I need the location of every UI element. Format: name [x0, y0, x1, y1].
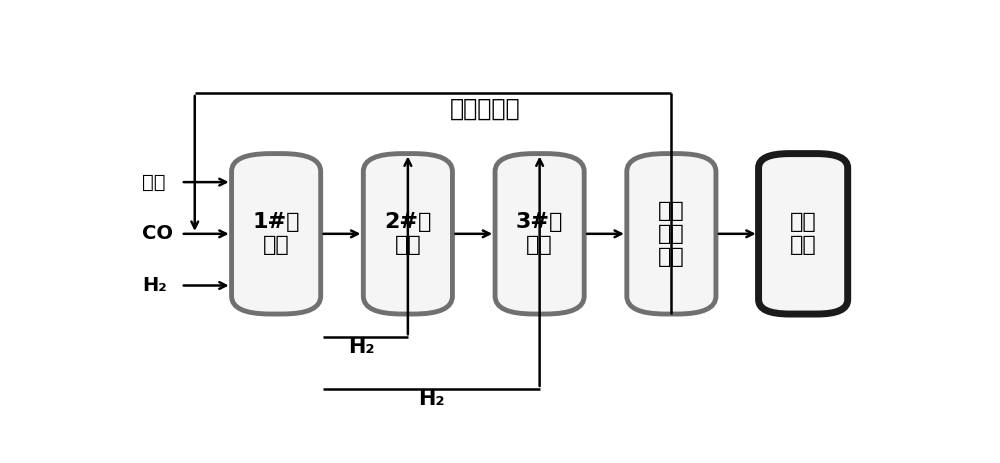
Text: 2#反
应釜: 2#反 应釜 — [384, 212, 432, 256]
Text: CO: CO — [142, 224, 173, 244]
FancyBboxPatch shape — [495, 154, 584, 314]
Text: 戊醛
粗品: 戊醛 粗品 — [790, 212, 816, 256]
Text: H₂: H₂ — [142, 276, 167, 295]
FancyBboxPatch shape — [363, 154, 452, 314]
Text: 3#反
应釜: 3#反 应釜 — [516, 212, 563, 256]
Text: H₂: H₂ — [348, 337, 375, 357]
Text: 气提
降膜
蒸发: 气提 降膜 蒸发 — [658, 200, 685, 267]
Text: 1#反
应釜: 1#反 应釜 — [252, 212, 300, 256]
FancyBboxPatch shape — [627, 154, 716, 314]
Text: 催化剂循环: 催化剂循环 — [450, 97, 521, 120]
FancyBboxPatch shape — [759, 154, 848, 314]
Text: 丁烯: 丁烯 — [142, 173, 166, 192]
FancyBboxPatch shape — [232, 154, 321, 314]
Text: H₂: H₂ — [418, 388, 444, 408]
